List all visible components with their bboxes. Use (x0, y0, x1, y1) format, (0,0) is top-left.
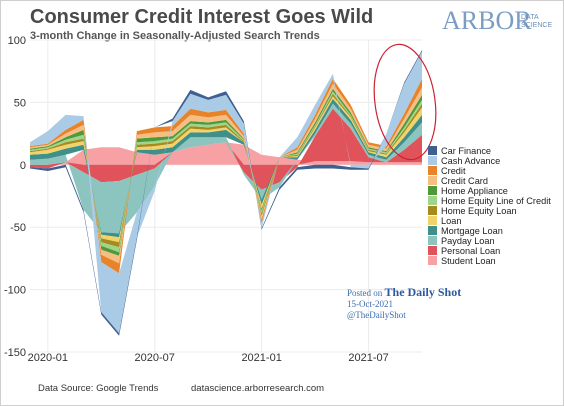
y-tick-label: 50 (14, 97, 26, 109)
legend-label: Personal Loan (441, 246, 501, 256)
area-credit-card (30, 83, 422, 264)
legend-item: Credit Card (428, 176, 551, 186)
legend-item: Loan (428, 216, 551, 226)
legend-item: Student Loan (428, 256, 551, 266)
legend-swatch (428, 206, 437, 215)
x-tick-label: 2020-07 (135, 352, 175, 364)
legend-swatch (428, 246, 437, 255)
legend-swatch (428, 226, 437, 235)
x-tick-label: 2021-07 (348, 352, 388, 364)
posted-name: The Daily Shot (384, 285, 462, 299)
area-home-appliance (30, 88, 422, 256)
area-cash-advance (30, 51, 422, 334)
legend-label: Mortgage Loan (441, 226, 503, 236)
legend-label: Payday Loan (441, 236, 495, 246)
legend-swatch (428, 146, 437, 155)
posted-prefix: Posted on (347, 288, 383, 298)
legend-label: Credit (441, 166, 466, 176)
posted-date: 15-Oct-2021 (347, 299, 393, 309)
legend-label: Home Equity Loan (441, 206, 517, 216)
legend-swatch (428, 196, 437, 205)
x-tick-label: 2021-01 (241, 352, 281, 364)
y-tick-label: 0 (20, 160, 26, 172)
y-tick-label: -150 (4, 347, 26, 359)
posted-handle: @TheDailyShot (347, 310, 406, 320)
logo-sub-text: DATA SCIENCE (521, 14, 552, 30)
legend-swatch (428, 176, 437, 185)
legend-label: Credit Card (441, 176, 488, 186)
area-home-equity-line-of-credit (30, 91, 422, 253)
legend-label: Car Finance (441, 146, 492, 156)
x-tick-label: 2020-01 (28, 352, 68, 364)
legend-label: Home Appliance (441, 186, 508, 196)
legend-swatch (428, 156, 437, 165)
legend: Car Finance Cash Advance Credit Credit Card… (428, 146, 551, 266)
legend-swatch (428, 166, 437, 175)
legend-label: Loan (441, 216, 462, 226)
y-tick-label: -100 (4, 285, 26, 297)
arbor-logo: ARBOR DATA SCIENCE (442, 6, 554, 38)
legend-item: Home Equity Line of Credit (428, 196, 551, 206)
legend-item: Credit (428, 166, 551, 176)
legend-label: Student Loan (441, 256, 496, 266)
legend-swatch (428, 256, 437, 265)
legend-item: Home Equity Loan (428, 206, 551, 216)
chart-title: Consumer Credit Interest Goes Wild (30, 6, 374, 28)
legend-item: Cash Advance (428, 156, 551, 166)
legend-swatch (428, 216, 437, 225)
legend-item: Car Finance (428, 146, 551, 156)
legend-label: Home Equity Line of Credit (441, 196, 551, 206)
legend-label: Cash Advance (441, 156, 501, 166)
legend-swatch (428, 186, 437, 195)
legend-item: Payday Loan (428, 236, 551, 246)
legend-item: Home Appliance (428, 186, 551, 196)
logo-main-text: ARBOR (442, 6, 532, 35)
legend-item: Personal Loan (428, 246, 551, 256)
chart-subtitle: 3-month Change in Seasonally-Adjusted Se… (30, 30, 320, 42)
area-student-loan (30, 142, 422, 165)
logo-line-2: SCIENCE (521, 22, 553, 29)
posted-note: Posted on The Daily Shot 15-Oct-2021 @Th… (347, 285, 462, 321)
y-tick-label: 100 (8, 35, 26, 47)
highlight-ellipse (373, 43, 437, 161)
logo-line-1: DATA (521, 14, 539, 21)
y-tick-label: -50 (10, 222, 26, 234)
data-source: Data Source: Google Trends (38, 383, 159, 394)
area-personal-loan (30, 108, 422, 190)
legend-swatch (428, 236, 437, 245)
legend-item: Mortgage Loan (428, 226, 551, 236)
site-url: datascience.arborresearch.com (191, 383, 325, 394)
